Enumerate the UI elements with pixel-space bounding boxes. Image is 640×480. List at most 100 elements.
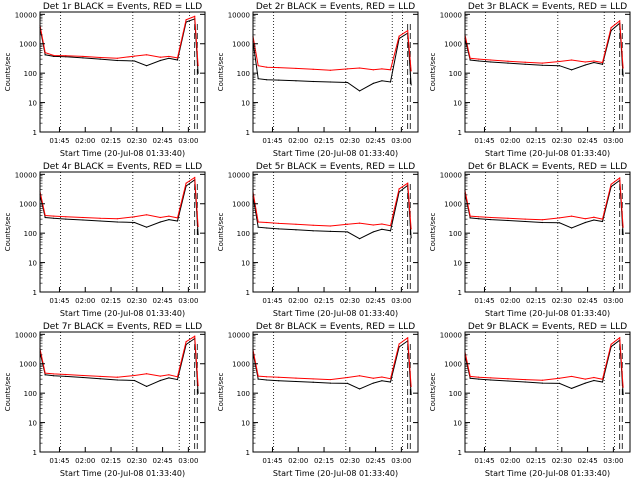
events-data-point — [278, 79, 280, 81]
events-data-point — [593, 219, 595, 221]
x-tick-label: 02:15 — [526, 457, 546, 465]
events-data-point — [593, 379, 595, 382]
lld-data-point — [372, 377, 374, 379]
events-data-point — [389, 381, 392, 383]
lld-data-point — [185, 182, 187, 184]
plot-frame — [252, 11, 419, 133]
lld-data-point — [469, 375, 471, 378]
x-tick-label: 01:45 — [262, 297, 282, 305]
series-line-events — [464, 179, 624, 235]
events-data-point — [558, 222, 561, 224]
x-tick-label: 02:15 — [526, 297, 546, 305]
detector-panel: Det 1r BLACK = Events, RED = LLD Counts/s… — [4, 2, 206, 158]
x-tick-label: 03:00 — [391, 137, 411, 145]
plot-frame — [39, 11, 206, 133]
series-line-lld — [252, 182, 412, 229]
x-tick-label: 03:00 — [603, 137, 623, 145]
lld-data-point — [44, 372, 46, 374]
lld-data-point — [619, 337, 621, 339]
events-data-point — [372, 231, 374, 233]
lld-data-point — [381, 68, 383, 70]
y-tick-label: 100 — [24, 230, 37, 238]
x-axis-label: Start Time (20-Jul-08 01:33:40) — [273, 309, 398, 318]
lld-data-point — [44, 52, 46, 54]
lld-data-point — [65, 373, 67, 376]
lld-data-point — [295, 223, 297, 225]
y-tick-label: 1000 — [232, 361, 250, 369]
events-data-point — [133, 379, 136, 382]
lld-data-point — [346, 68, 349, 70]
events-data-point — [82, 57, 84, 59]
series-line-events — [252, 32, 412, 92]
x-tick-label: 02:30 — [552, 297, 572, 305]
lld-data-point — [524, 218, 526, 220]
y-tick-label: 1 — [33, 129, 37, 137]
y-tick-label: 10000 — [440, 331, 462, 339]
lld-data-point — [197, 65, 199, 67]
events-data-point — [159, 379, 161, 382]
events-data-point — [584, 64, 586, 66]
lld-data-point — [584, 378, 586, 380]
events-data-point — [329, 382, 331, 384]
y-axis-label: Counts/sec — [4, 373, 12, 412]
x-tick-label: 02:00 — [288, 457, 308, 465]
y-tick-label: 10 — [28, 100, 37, 108]
lld-data-point — [490, 59, 492, 61]
events-data-point — [410, 237, 412, 239]
events-data-point — [82, 376, 84, 379]
events-data-point — [541, 382, 543, 384]
lld-data-point — [176, 376, 179, 378]
y-tick-label: 1000 — [444, 361, 462, 369]
x-tick-label: 02:15 — [314, 137, 334, 145]
x-tick-label: 02:00 — [500, 457, 520, 465]
events-data-point — [558, 382, 561, 384]
x-tick-label: 02:45 — [366, 457, 386, 465]
events-data-point — [490, 61, 492, 63]
lld-data-point — [99, 375, 101, 378]
lld-data-point — [65, 55, 67, 57]
x-tick-label: 02:30 — [127, 297, 147, 305]
detector-panel: Det 4r BLACK = Events, RED = LLD Counts/s… — [4, 162, 206, 318]
events-data-point — [622, 75, 624, 77]
events-data-point — [257, 78, 259, 80]
events-data-point — [133, 221, 136, 224]
x-tick-label: 02:15 — [314, 457, 334, 465]
y-tick-label: 1 — [458, 129, 462, 137]
x-tick-label: 01:45 — [474, 137, 494, 145]
x-tick-label: 02:45 — [153, 297, 173, 305]
lld-data-point — [133, 55, 136, 57]
lld-data-point — [312, 224, 314, 226]
lld-data-point — [558, 217, 561, 219]
lld-data-point — [329, 378, 331, 381]
lld-data-point — [478, 376, 480, 378]
x-tick-label: 01:45 — [262, 457, 282, 465]
lld-data-point — [185, 19, 187, 21]
lld-data-point — [329, 225, 331, 227]
y-tick-label: 100 — [449, 230, 462, 238]
y-tick-label: 10 — [241, 100, 250, 108]
lld-data-point — [346, 376, 349, 379]
x-tick-label: 02:15 — [101, 137, 121, 145]
detector-panel: Det 3r BLACK = Events, RED = LLD Counts/s… — [429, 2, 631, 158]
events-data-point — [507, 219, 509, 222]
lld-data-point — [558, 377, 561, 379]
events-data-point — [570, 227, 573, 229]
events-data-point — [524, 220, 526, 223]
x-tick-label: 03:00 — [178, 137, 198, 145]
events-data-point — [99, 58, 101, 60]
lld-data-point — [372, 224, 374, 226]
y-tick-label: 10000 — [440, 11, 462, 19]
x-tick-label: 01:45 — [49, 137, 69, 145]
y-tick-label: 100 — [237, 390, 250, 398]
events-data-point — [168, 218, 170, 221]
lld-data-point — [278, 66, 280, 69]
events-data-point — [53, 217, 55, 219]
y-tick-label: 1 — [33, 289, 37, 297]
events-data-point — [145, 65, 148, 67]
lld-data-point — [524, 61, 526, 63]
lld-data-point — [159, 375, 161, 377]
lld-data-point — [410, 70, 412, 72]
events-data-point — [541, 64, 543, 66]
x-tick-label: 01:45 — [49, 457, 69, 465]
y-axis-label: Counts/sec — [217, 53, 225, 92]
